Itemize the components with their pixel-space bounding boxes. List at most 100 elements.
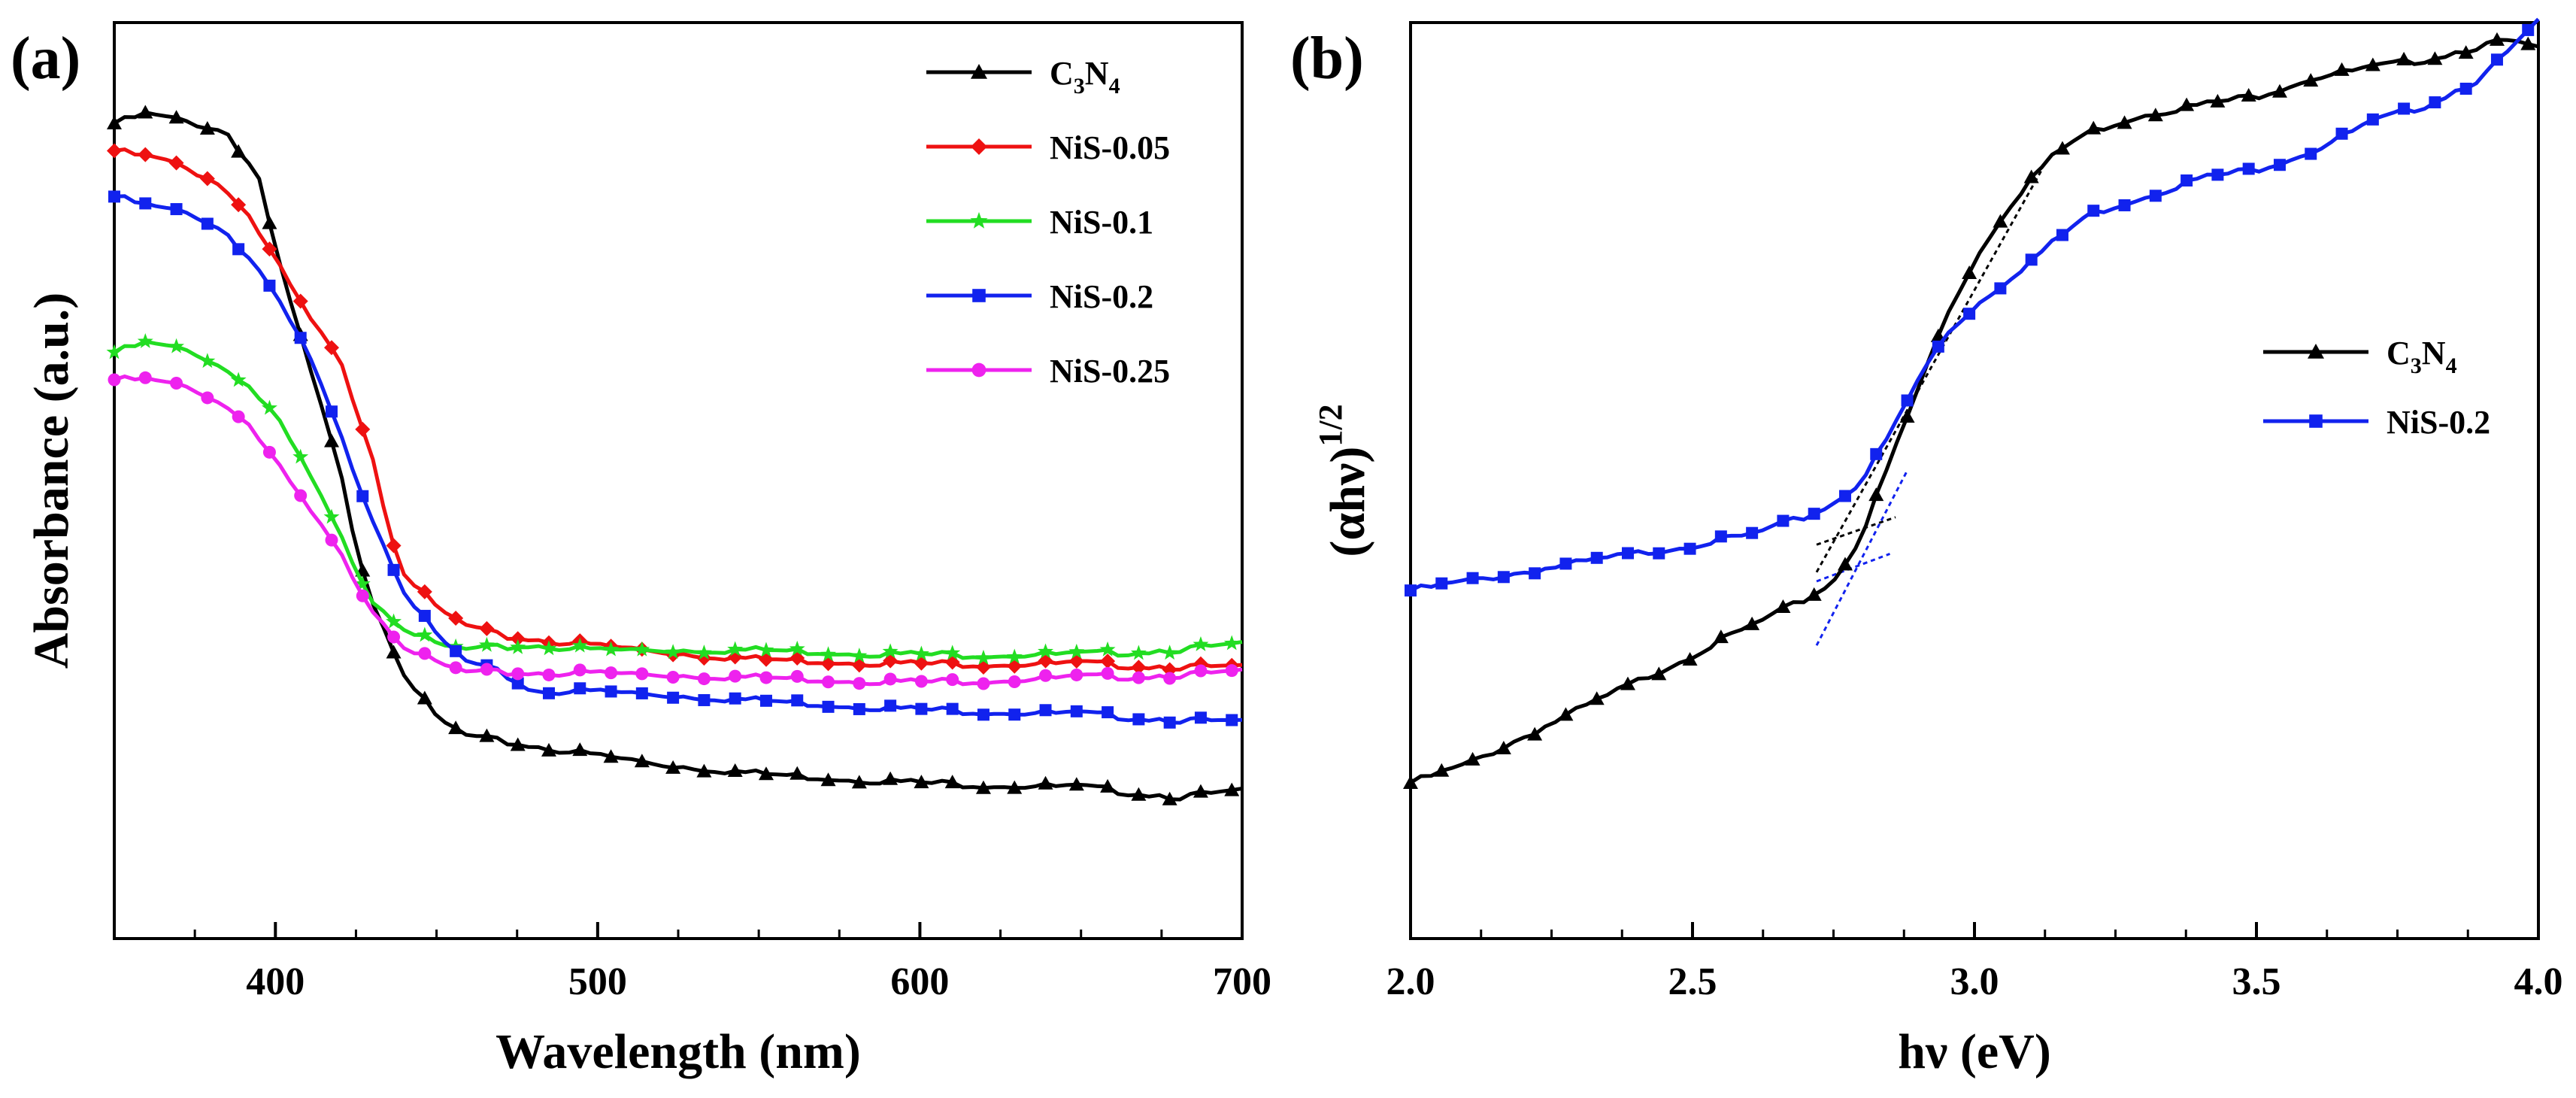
panel-label: (b) [1290,26,1364,92]
data-point [913,645,929,661]
legend: C3N4 NiS-0.2 [2263,335,2490,441]
data-point [2396,51,2412,65]
data-point [697,672,711,686]
data-point [759,671,773,684]
data-point [2242,162,2255,175]
data-point [2181,174,2193,187]
x-tick-label: 500 [568,960,627,1003]
legend-label: NiS-0.2 [1050,278,1153,315]
data-point [1590,551,1603,564]
data-point [1039,669,1053,682]
data-point [418,609,431,622]
data-point [853,677,866,690]
data-point [1038,775,1053,790]
data-point [387,630,401,644]
data-point [1226,714,1238,726]
data-point [1163,672,1177,685]
data-point [323,340,339,356]
data-point [2025,253,2038,266]
data-point [2520,36,2536,50]
data-point [2427,51,2443,65]
data-point [232,410,245,423]
data-point [1620,676,1635,690]
y-axis-title-exponent: 1/2 [1312,404,1349,446]
data-point [853,702,865,715]
data-point [1008,675,1021,689]
data-point [882,643,899,659]
data-point [914,675,928,688]
data-point [820,656,836,672]
data-point [1132,671,1145,684]
y-axis-title: Absorbance (a.u.) [24,293,79,669]
data-point [262,445,276,459]
data-point [542,687,555,699]
data-point [511,667,525,681]
data-point [1131,787,1147,801]
data-point [603,749,619,763]
data-point [851,648,868,663]
data-point [2273,159,2286,171]
data-point [822,700,835,713]
x-tick-label: 3.0 [1950,960,1999,1003]
data-point [418,647,432,660]
data-point [1434,763,1450,777]
data-point [1775,599,1791,613]
data-point [1962,265,1977,279]
data-point [261,399,277,415]
data-point [231,197,247,213]
data-point [1038,653,1053,669]
data-point [448,611,464,626]
data-point [1194,711,1207,724]
data-point [1194,664,1208,678]
data-point [1070,705,1083,717]
data-point [1529,567,1541,580]
data-point [1102,706,1114,719]
data-point [851,657,867,673]
data-point [139,197,152,210]
x-axis-title: hν (eV) [1898,1024,2051,1079]
data-point [1713,629,1729,644]
data-point [2303,73,2319,87]
data-point [1838,490,1851,502]
data-point [2489,32,2505,46]
data-point [323,508,340,524]
data-point [386,645,402,659]
data-point [665,760,681,774]
x-tick-label: 2.5 [1668,960,1717,1003]
data-point [2335,127,2348,140]
data-point [2398,102,2411,115]
data-point [729,669,742,683]
data-point [1008,708,1021,721]
y-axis-title-main: (αhν) [1320,447,1375,557]
data-point [758,651,774,667]
data-point [325,533,338,547]
data-point [1070,668,1083,681]
data-point [789,766,805,780]
data-point [450,645,462,657]
data-point [510,631,526,647]
data-point [354,575,371,591]
series-line [114,374,1243,687]
tangent-line [1815,471,1908,646]
data-point [1193,784,1208,798]
data-point [199,171,215,187]
data-point [2086,120,2102,135]
data-point [541,742,556,757]
data-point [605,666,618,680]
data-point [170,376,183,390]
data-point [108,190,120,203]
data-point [325,405,338,418]
data-point [1162,645,1178,660]
data-point [448,720,464,735]
data-point [2147,108,2163,122]
data-point [1162,791,1177,805]
data-point [1131,660,1147,675]
data-point [138,147,153,162]
data-point [1496,741,1511,755]
data-point [696,763,712,778]
data-point [417,626,433,642]
legend-label: C3N4 [1050,55,1120,99]
panel-b-chart: 2.0 2.5 3.0 3.5 4.0 hν (eV) (αhν)1/2 (b) C3N4 NiS… [1290,17,2563,1079]
data-point [138,371,152,384]
